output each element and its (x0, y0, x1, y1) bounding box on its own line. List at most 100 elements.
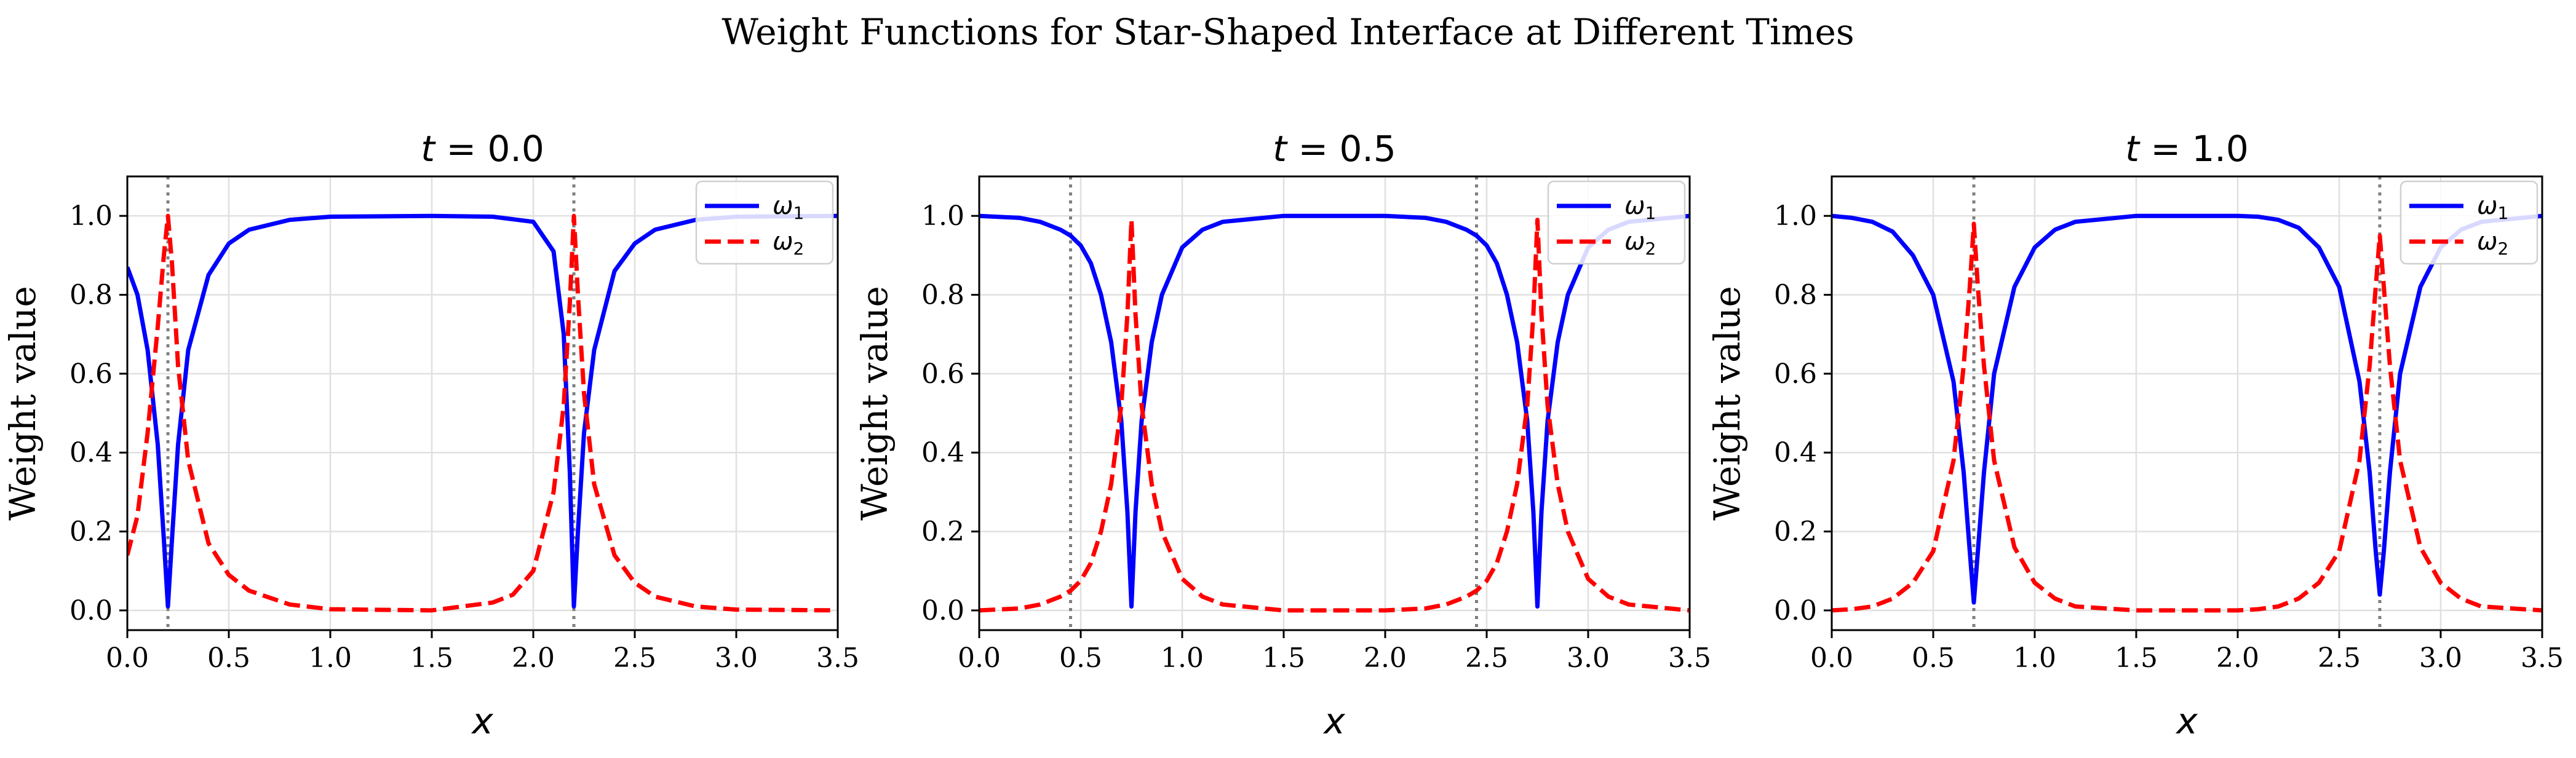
y-tick-label: 1.0 (70, 200, 113, 232)
x-tick-label: 2.5 (2318, 642, 2361, 674)
series-group (1832, 213, 2542, 613)
subplot-title-variable: t (2125, 128, 2141, 170)
subplot-2: 0.0 0.5 1.0 1.5 2.0 2.5 3.0 3.5 0.0 0.2 0.4 0.6 0.8 1… (854, 128, 1711, 742)
y-tick-label: 1.0 (1774, 200, 1817, 232)
axes-frame (1831, 175, 2543, 631)
y-tick-label: 0.4 (70, 437, 113, 468)
x-tick-label: 3.0 (715, 642, 758, 674)
legend-label-subscript: 2 (1645, 239, 1656, 259)
y-tick-label: 0.2 (1774, 516, 1817, 548)
legend-label-subscript: 2 (793, 239, 805, 259)
x-tick-label: 3.5 (1668, 642, 1711, 674)
x-tick-label: 3.0 (2419, 642, 2462, 674)
subplot-3: 0.0 0.5 1.0 1.5 2.0 2.5 3.0 3.5 0.0 0.2 0.4 0.6 0.8 1… (1706, 128, 2564, 742)
legend-label-subscript: 1 (793, 203, 805, 223)
series-omega2-line (979, 218, 1690, 613)
legend-omega1-label: ω1 (1624, 192, 1656, 223)
legend-label-subscript: 2 (2498, 239, 2509, 259)
legend-label-base: ω (773, 192, 793, 220)
subplots: 0.0 0.5 1.0 1.5 2.0 2.5 3.0 3.5 0.0 0.2 0.4 0.6 0.8 1… (2, 128, 2564, 742)
y-tick-label: 0.8 (70, 280, 113, 311)
x-tick-label: 2.5 (613, 642, 656, 674)
x-tick-label: 3.5 (816, 642, 859, 674)
legend-label-subscript: 1 (2498, 203, 2509, 223)
legend-omega2-label: ω2 (2477, 227, 2508, 259)
x-tick-label: 0.0 (106, 642, 149, 674)
subplot-title: t = 1.0 (2125, 128, 2248, 170)
y-tick-label: 0.0 (921, 595, 964, 626)
y-tick-label: 0.4 (1774, 437, 1817, 468)
y-tick-label: 1.0 (921, 200, 964, 232)
subplot-title-variable: t (1273, 128, 1288, 170)
y-tick-label: 0.8 (1774, 280, 1817, 311)
x-tick-label: 2.0 (1364, 642, 1407, 674)
series-omega2-line (1832, 221, 2542, 613)
subplot-title-value: = 0.0 (435, 128, 544, 170)
subplot-title: t = 0.0 (421, 128, 544, 170)
x-tick-label: 1.0 (1161, 642, 1204, 674)
figure-title: Weight Functions for Star-Shaped Interfa… (722, 11, 1854, 53)
x-tick-label: 0.5 (1059, 642, 1102, 674)
legend-omega2-label: ω2 (1624, 227, 1656, 259)
subplot-1: 0.0 0.5 1.0 1.5 2.0 2.5 3.0 3.5 0.0 0.2 0.4 0.6 0.8 1… (2, 128, 859, 742)
x-axis-label: x (2175, 700, 2198, 742)
y-axis-label: Weight value (2, 286, 44, 521)
legend-label-base: ω (773, 227, 793, 256)
series-omega1-line (1832, 213, 2542, 605)
x-tick-label: 1.0 (2013, 642, 2056, 674)
legend-box (1547, 180, 1686, 265)
y-tick-label: 0.6 (921, 358, 964, 390)
x-tick-label: 0.0 (958, 642, 1001, 674)
x-tick-label: 2.0 (512, 642, 555, 674)
y-axis-label: Weight value (1706, 286, 1748, 521)
legend-label-base: ω (1624, 227, 1645, 256)
legend-box (2399, 180, 2538, 265)
x-axis-label: x (471, 700, 493, 742)
series-omega1-line (127, 213, 838, 609)
subplot-title-variable: t (421, 128, 436, 170)
x-tick-label: 0.0 (1810, 642, 1853, 674)
series-group (127, 213, 838, 613)
series-omega2-line (127, 213, 838, 613)
legend-omega1-label: ω1 (2477, 192, 2508, 223)
x-tick-label: 1.0 (309, 642, 352, 674)
axes-frame (126, 175, 839, 631)
legend-label-base: ω (2477, 227, 2498, 256)
x-tick-label: 3.0 (1567, 642, 1610, 674)
x-tick-label: 2.5 (1465, 642, 1508, 674)
series-group (979, 213, 1690, 613)
y-tick-label: 0.0 (1774, 595, 1817, 626)
series-omega1-line (979, 213, 1690, 609)
y-tick-label: 0.4 (921, 437, 964, 468)
x-tick-label: 3.5 (2521, 642, 2564, 674)
x-tick-label: 0.5 (1912, 642, 1955, 674)
legend-label-base: ω (2477, 192, 2498, 220)
x-tick-label: 0.5 (207, 642, 250, 674)
subplot-title-value: = 1.0 (2139, 128, 2249, 170)
legend-omega1-label: ω1 (773, 192, 804, 223)
y-tick-label: 0.8 (921, 280, 964, 311)
x-tick-label: 1.5 (1262, 642, 1305, 674)
subplot-title-value: = 0.5 (1287, 128, 1396, 170)
subplot-title: t = 0.5 (1273, 128, 1396, 170)
y-axis-label: Weight value (854, 286, 896, 521)
legend-label-subscript: 1 (1645, 203, 1656, 223)
x-axis-label: x (1322, 700, 1345, 742)
axes-frame (978, 175, 1691, 631)
y-tick-label: 0.6 (70, 358, 113, 390)
x-tick-label: 1.5 (2115, 642, 2158, 674)
legend-label-base: ω (1624, 192, 1645, 220)
x-tick-label: 1.5 (410, 642, 453, 674)
x-tick-label: 2.0 (2216, 642, 2259, 674)
legend-box (695, 180, 834, 265)
y-tick-label: 0.2 (921, 516, 964, 548)
y-tick-label: 0.2 (70, 516, 113, 548)
legend-omega2-label: ω2 (773, 227, 804, 259)
y-tick-label: 0.6 (1774, 358, 1817, 390)
y-tick-label: 0.0 (70, 595, 113, 626)
